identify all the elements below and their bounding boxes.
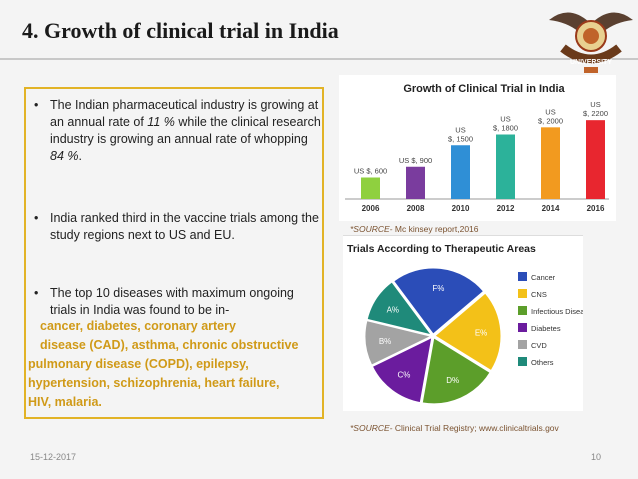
- bar-category-label: 2014: [542, 204, 560, 213]
- legend-label: CVD: [531, 341, 547, 350]
- disease-line: pulmonary disease (COPD), epilepsy,: [28, 357, 249, 371]
- slide-page-number: 10: [591, 452, 602, 462]
- bar-2008: [406, 166, 425, 199]
- pie-slice-cns: [434, 292, 502, 372]
- bullet-dot: •: [34, 98, 39, 112]
- logo-word: UNIVERSITY: [570, 59, 612, 66]
- bar-value-label: US $, 900: [399, 156, 432, 165]
- pie-slice-cancer: [393, 267, 485, 335]
- slide-date: 15-12-2017: [30, 452, 77, 462]
- disease-line: HIV, malaria.: [28, 395, 102, 409]
- disease-line: disease (CAD), asthma, chronic obstructi…: [40, 338, 299, 352]
- legend-label: CNS: [531, 290, 547, 299]
- legend-label: Cancer: [531, 273, 556, 282]
- source-mckinsey: *SOURCE- Mc kinsey report,2016: [350, 224, 479, 234]
- pie-chart-title: Trials According to Therapeutic Areas: [347, 243, 536, 255]
- bar-2014: [541, 127, 560, 199]
- disease-list: cancer, diabetes, coronary artery diseas…: [28, 317, 322, 412]
- bar-value-label: US: [455, 125, 465, 134]
- bullet-box: • The Indian pharmaceutical industry is …: [24, 87, 324, 419]
- pie-slice-infectious-diseases: [421, 337, 491, 405]
- legend-swatch: [518, 306, 527, 315]
- bar-category-label: 2006: [362, 204, 380, 213]
- therapeutic-pie-chart: Trials According to Therapeutic Areas F%…: [343, 235, 583, 411]
- source-registry: *SOURCE- Clinical Trial Registry; www.cl…: [350, 423, 559, 433]
- bar-2016: [586, 120, 605, 199]
- university-logo: UNIVERSITY: [549, 12, 633, 73]
- rate-pharma: 11 %: [147, 115, 175, 129]
- legend-label: Diabetes: [531, 324, 561, 333]
- pie-slice-label: E%: [475, 328, 487, 337]
- rate-clinical: 84 %: [50, 149, 79, 163]
- bar-value-label: $, 2200: [583, 109, 608, 118]
- legend-swatch: [518, 272, 527, 281]
- bullet-vaccine: • India ranked third in the vaccine tria…: [34, 211, 319, 242]
- bar-value-label: US: [590, 100, 600, 109]
- legend-label: Infectious Diseases: [531, 307, 583, 316]
- bar-category-label: 2016: [587, 204, 605, 213]
- pie-slice-others: [366, 281, 433, 336]
- bar-category-label: 2010: [452, 204, 470, 213]
- bullet-diseases: • The top 10 diseases with maximum ongoi…: [34, 286, 294, 317]
- pie-slice-diabetes: [371, 336, 433, 404]
- bar-value-label: US: [500, 115, 510, 124]
- bullet-dot: •: [34, 286, 39, 300]
- pie-slice-cvd: [364, 320, 433, 366]
- bar-category-label: 2008: [407, 204, 425, 213]
- pie-slice-label: F%: [432, 284, 444, 293]
- legend-swatch: [518, 289, 527, 298]
- pie-slice-label: A%: [387, 305, 399, 314]
- bar-value-label: $, 1800: [493, 124, 518, 133]
- bar-2006: [361, 177, 380, 199]
- bar-chart-title: Growth of Clinical Trial in India: [403, 83, 565, 95]
- bullet-growth: • The Indian pharmaceutical industry is …: [34, 98, 321, 163]
- bar-2010: [451, 145, 470, 199]
- pie-slice-label: B%: [379, 337, 391, 346]
- disease-line: hypertension, schizophrenia, heart failu…: [28, 376, 280, 390]
- title-divider: [0, 58, 638, 60]
- growth-bar-chart: Growth of Clinical Trial in India 2006 US…: [339, 75, 616, 221]
- bar-category-label: 2012: [497, 204, 515, 213]
- bar-value-label: $, 2000: [538, 116, 563, 125]
- bar-value-label: US $, 600: [354, 167, 387, 176]
- legend-swatch: [518, 357, 527, 366]
- legend-swatch: [518, 323, 527, 332]
- bar-value-label: US: [545, 107, 555, 116]
- bullet-dot: •: [34, 211, 39, 225]
- slide-title: 4. Growth of clinical trial in India: [22, 18, 339, 43]
- disease-line: cancer, diabetes, coronary artery: [40, 319, 236, 333]
- bar-value-label: $, 1500: [448, 134, 473, 143]
- legend-label: Others: [531, 358, 554, 367]
- pie-slice-label: C%: [398, 370, 411, 379]
- pie-slice-label: D%: [446, 376, 459, 385]
- legend-swatch: [518, 340, 527, 349]
- bar-2012: [496, 134, 515, 199]
